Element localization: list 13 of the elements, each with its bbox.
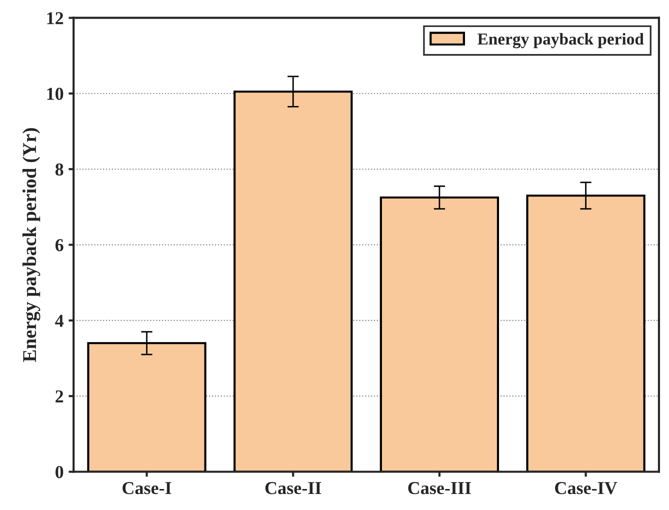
y-tick-label: 4: [55, 314, 64, 327]
y-tick-label: 0: [56, 466, 64, 478]
y-tick-label: 10: [47, 88, 64, 100]
y-tick-label: 2: [56, 390, 64, 402]
y-tick-label: 8: [55, 163, 64, 176]
y-tick-label: 6: [55, 239, 64, 252]
x-tick-label: Case-I: [122, 482, 172, 494]
legend-label: Energy payback period: [478, 32, 644, 48]
y-tick-label: 12: [47, 12, 64, 24]
x-tick-label: Case-II: [265, 482, 322, 494]
x-tick-label: Case-III: [408, 482, 471, 494]
x-tick-label: Case-IV: [555, 482, 618, 494]
y-axis-title: Energy payback period (Yr): [22, 128, 40, 362]
